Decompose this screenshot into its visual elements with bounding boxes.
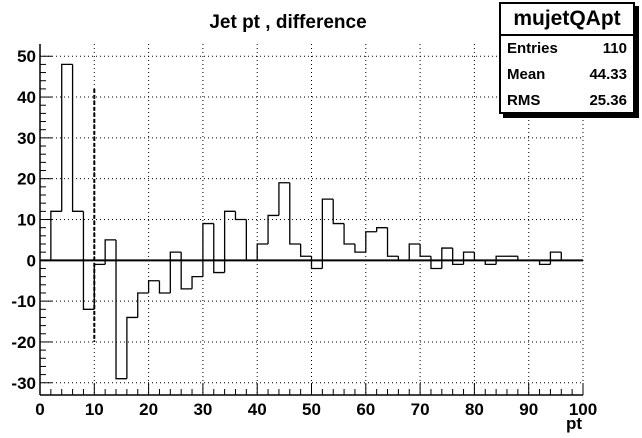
x-tick-label: 60 xyxy=(356,400,375,419)
histogram-bin xyxy=(256,243,269,261)
x-tick-label: 10 xyxy=(85,400,104,419)
histogram-bin xyxy=(484,260,497,266)
histogram-bin xyxy=(462,251,475,265)
histogram-bin xyxy=(310,256,323,270)
histogram-bin xyxy=(517,256,529,261)
histogram-bin xyxy=(354,243,366,253)
histogram-bin xyxy=(213,223,225,274)
stats-label: RMS xyxy=(507,92,541,109)
histogram-bin xyxy=(234,211,247,221)
histogram-bin xyxy=(473,252,486,261)
y-tick-label: 40 xyxy=(17,88,36,107)
stats-row-entries: Entries 110 xyxy=(501,36,633,62)
histogram-bin xyxy=(245,219,258,261)
histogram-bin xyxy=(126,316,138,379)
stats-row-rms: RMS 25.36 xyxy=(501,88,633,114)
histogram-bin xyxy=(332,199,345,225)
x-tick-label: 0 xyxy=(35,400,44,419)
histogram-bin xyxy=(82,211,95,310)
x-axis: 0 10 20 30 40 50 60 70 80 90 100 xyxy=(35,383,597,419)
histogram xyxy=(50,63,573,380)
x-tick-label: 40 xyxy=(248,400,267,419)
histogram-bin xyxy=(365,231,377,253)
histogram-bin xyxy=(495,255,507,265)
y-tick-label: 0 xyxy=(27,251,36,270)
histogram-bin xyxy=(452,248,464,266)
stats-value: 110 xyxy=(602,40,627,57)
histogram-bin xyxy=(560,252,573,261)
histogram-bin xyxy=(115,239,127,380)
y-tick-label: -30 xyxy=(11,374,36,393)
histogram-bin xyxy=(202,222,214,277)
chart-title: Jet pt , difference xyxy=(209,12,366,33)
histogram-bin xyxy=(441,247,453,269)
x-axis-label: pt xyxy=(566,414,582,433)
histogram-bin xyxy=(137,292,149,318)
x-tick-label: 30 xyxy=(193,400,212,419)
histogram-bin xyxy=(289,182,301,245)
histogram-bin xyxy=(104,239,117,265)
x-tick-label: 80 xyxy=(465,400,484,419)
y-tick-label: 20 xyxy=(17,170,36,189)
histogram-bin xyxy=(343,223,355,245)
histogram-bin xyxy=(376,227,388,232)
histogram-bin xyxy=(299,243,312,257)
histogram-bin xyxy=(180,252,193,290)
stats-value: 44.33 xyxy=(589,66,627,83)
x-tick-label: 90 xyxy=(519,400,538,419)
stats-label: Entries xyxy=(507,40,558,57)
histogram-bin xyxy=(61,63,73,212)
x-tick-label: 100 xyxy=(569,400,597,419)
stats-title: mujetQApt xyxy=(501,4,633,36)
histogram-bin xyxy=(419,243,431,257)
stats-box: mujetQApt Entries 110 Mean 44.33 RMS 25.… xyxy=(499,2,635,114)
histogram-bin xyxy=(223,210,236,273)
y-axis: -30 -20 -10 0 10 20 30 40 50 xyxy=(11,47,52,393)
x-tick-label: 50 xyxy=(302,400,321,419)
histogram-bin xyxy=(169,251,182,293)
histogram-bin xyxy=(397,256,410,261)
histogram-bin xyxy=(408,243,421,261)
histogram-bin xyxy=(278,182,290,216)
histogram-bin xyxy=(71,64,84,212)
stats-label: Mean xyxy=(507,66,546,83)
y-tick-label: 50 xyxy=(17,47,36,66)
histogram-bin xyxy=(430,256,442,270)
histogram-bin xyxy=(386,227,399,257)
y-tick-label: -10 xyxy=(11,292,36,311)
y-tick-label: 30 xyxy=(17,129,36,148)
stats-value: 25.36 xyxy=(589,92,627,109)
histogram-bin xyxy=(147,280,160,293)
histogram-bin xyxy=(93,263,106,310)
histogram-bin xyxy=(549,251,562,265)
histogram-bin xyxy=(321,198,334,269)
histogram-bin xyxy=(191,275,203,289)
histogram-bin xyxy=(538,260,551,266)
x-tick-label: 20 xyxy=(139,400,158,419)
histogram-bin xyxy=(267,214,279,244)
histogram-bin xyxy=(50,210,62,261)
histogram-bin xyxy=(158,280,171,294)
x-tick-label: 70 xyxy=(411,400,430,419)
y-tick-label: 10 xyxy=(17,211,36,230)
stats-row-mean: Mean 44.33 xyxy=(501,62,633,88)
y-tick-label: -20 xyxy=(11,333,36,352)
